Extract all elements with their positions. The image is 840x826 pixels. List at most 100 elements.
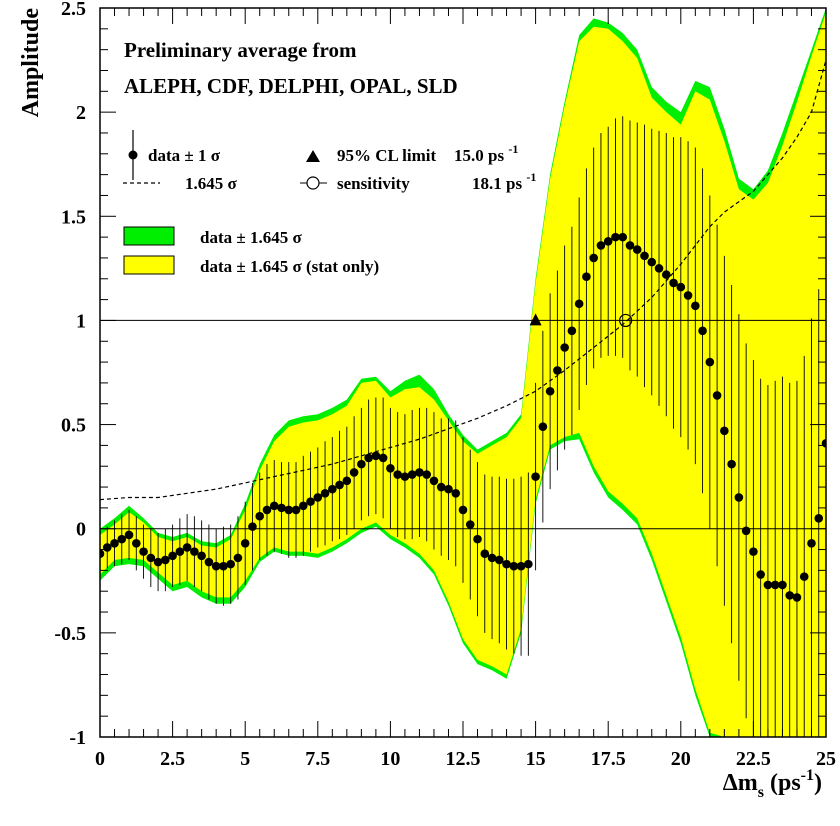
data-point [248, 522, 257, 531]
legend-limit-marker [306, 150, 320, 162]
data-point [400, 472, 410, 481]
data-point [560, 343, 569, 352]
data-point [509, 561, 519, 571]
x-axis-label-sub: s [758, 784, 764, 801]
data-point [683, 291, 693, 300]
data-point [335, 480, 344, 490]
data-point [618, 232, 628, 242]
data-point [436, 482, 446, 492]
legend-data-point [128, 150, 138, 160]
data-point [589, 253, 598, 263]
data-point [676, 282, 686, 292]
legend-band-stat-label: data ± 1.645 σ (stat only) [200, 257, 379, 276]
x-tick-label: 2.5 [160, 748, 185, 770]
data-point [770, 580, 780, 590]
legend-sensitivity-curve-label: 1.645 σ [185, 174, 238, 193]
sensitivity-marker [619, 313, 633, 328]
data-point [255, 511, 265, 521]
data-point [502, 559, 511, 569]
data-point [749, 547, 758, 556]
limit-95cl-marker [529, 313, 542, 326]
data-point [269, 501, 279, 511]
legend-limit-label: 95% CL limit [337, 146, 437, 165]
legend-band-total-label: data ± 1.645 σ [200, 228, 302, 247]
x-tick-label: 22.5 [736, 748, 771, 770]
data-point [328, 484, 337, 494]
chart-title-line-1: Preliminary average from [124, 38, 357, 62]
data-point [407, 470, 417, 479]
data-point [625, 241, 635, 250]
data-point [240, 538, 250, 548]
x-tick-label: 25 [816, 748, 836, 770]
data-point [110, 538, 119, 548]
data-point [364, 453, 373, 463]
data-point [298, 501, 308, 511]
y-tick-label: 2 [76, 102, 86, 124]
data-point [640, 251, 649, 261]
data-point [422, 470, 432, 479]
data-point [661, 270, 671, 279]
x-tick-label: 12.5 [446, 748, 481, 770]
data-point [792, 593, 802, 602]
data-point [691, 301, 700, 311]
data-point [175, 547, 185, 556]
y-tick-label: 2.5 [61, 0, 86, 20]
data-point [284, 505, 294, 515]
data-point [734, 493, 744, 502]
data-point [190, 547, 199, 556]
data-point [574, 299, 584, 309]
legend-data-label: data ± 1 σ [148, 146, 221, 165]
data-point [756, 570, 765, 579]
data-point [415, 468, 424, 477]
data-point [669, 278, 678, 288]
x-tick-label: 7.5 [305, 748, 330, 770]
data-point [596, 241, 606, 250]
data-point [545, 386, 555, 396]
data-point [487, 553, 497, 563]
x-axis-label-unit: (ps [764, 770, 801, 796]
data-point [712, 391, 722, 400]
data-point [603, 236, 613, 246]
data-point [647, 257, 657, 267]
data-point [233, 553, 243, 563]
data-point [480, 549, 490, 559]
x-tick-label: 5 [240, 748, 250, 770]
x-axis-label-close: ) [814, 770, 822, 796]
data-point [473, 534, 482, 544]
data-point [785, 591, 794, 600]
legend-sensitivity-marker [306, 176, 320, 190]
y-tick-label: -1 [69, 727, 86, 749]
data-point [386, 464, 395, 473]
data-point [720, 426, 729, 436]
data-point [654, 264, 664, 273]
data-point [349, 468, 359, 477]
data-point [582, 272, 591, 281]
data-point [778, 580, 787, 590]
data-point [124, 530, 134, 540]
data-point [102, 543, 112, 552]
data-point [197, 551, 206, 561]
data-point [531, 472, 540, 481]
data-point [117, 534, 127, 544]
y-axis-label: Amplitude [18, 8, 44, 118]
legend-sensitivity-sup: -1 [526, 170, 536, 184]
data-point [465, 520, 475, 529]
data-point [814, 514, 824, 523]
data-point [211, 561, 221, 571]
data-point [132, 538, 141, 548]
y-tick-label: 0.5 [61, 415, 86, 437]
chart-title-line-2: ALEPH, CDF, DELPHI, OPAL, SLD [124, 74, 458, 98]
data-point [524, 559, 533, 569]
data-point [495, 555, 504, 565]
data-point [146, 553, 156, 563]
data-point [444, 484, 453, 494]
data-point [799, 572, 809, 581]
data-point [611, 232, 620, 242]
data-point [371, 451, 381, 461]
legend-sensitivity-value: 18.1 ps [472, 174, 522, 193]
data-point [458, 505, 468, 515]
data-point [168, 551, 177, 561]
x-tick-label: 17.5 [591, 748, 626, 770]
data-point [277, 503, 286, 513]
legend-band-total-swatch [123, 226, 175, 246]
